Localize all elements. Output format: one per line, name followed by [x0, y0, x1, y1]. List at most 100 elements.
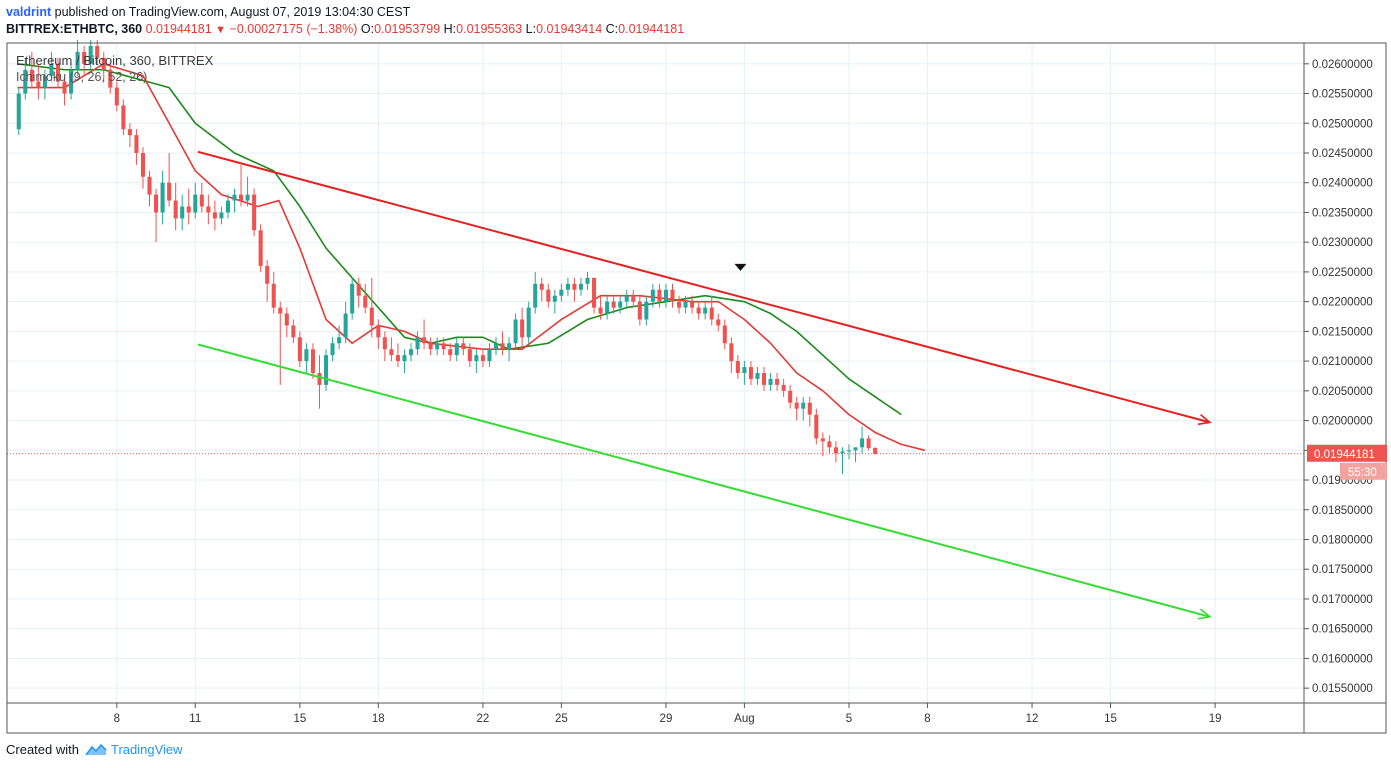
candle[interactable] — [304, 343, 309, 373]
candle[interactable] — [441, 337, 446, 356]
resistance-trendline[interactable] — [197, 150, 1212, 426]
candle[interactable] — [108, 63, 113, 94]
tradingview-brand[interactable]: TradingView — [110, 742, 183, 757]
candle[interactable] — [696, 301, 701, 320]
candle[interactable] — [768, 373, 773, 391]
time-axis[interactable]: 8 11 15 18 22 25 29 Aug 5 8 12 15 19 — [114, 703, 1222, 725]
candle[interactable] — [428, 337, 433, 356]
candle[interactable] — [677, 295, 682, 314]
candle[interactable] — [860, 426, 865, 454]
candle[interactable] — [755, 367, 760, 385]
candle[interactable] — [297, 331, 302, 368]
candle[interactable] — [232, 188, 237, 213]
candle[interactable] — [88, 40, 93, 70]
candle[interactable] — [539, 277, 544, 302]
candle[interactable] — [454, 337, 459, 362]
candle[interactable] — [323, 349, 329, 391]
candle[interactable] — [827, 435, 832, 454]
candle[interactable] — [278, 301, 283, 385]
candle[interactable] — [559, 283, 564, 302]
candle[interactable] — [101, 51, 106, 82]
candle[interactable] — [801, 396, 806, 421]
candle[interactable] — [121, 99, 126, 136]
candle[interactable] — [703, 301, 708, 320]
candlestick-series[interactable] — [16, 40, 878, 475]
candle[interactable] — [833, 441, 838, 463]
candle[interactable] — [317, 355, 322, 409]
candle[interactable] — [873, 447, 878, 455]
candle[interactable] — [487, 343, 492, 368]
candle[interactable] — [23, 57, 28, 100]
candle[interactable] — [415, 331, 420, 356]
candle[interactable] — [252, 188, 257, 237]
candle[interactable] — [55, 57, 61, 88]
candle[interactable] — [382, 331, 387, 362]
candle[interactable] — [520, 307, 525, 350]
candle[interactable] — [670, 283, 675, 308]
candle[interactable] — [722, 319, 727, 350]
candle[interactable] — [369, 277, 374, 338]
candle[interactable] — [618, 295, 623, 314]
candle[interactable] — [147, 170, 152, 207]
candle[interactable] — [781, 378, 786, 397]
candle[interactable] — [186, 188, 191, 225]
candle[interactable] — [742, 361, 747, 385]
candle[interactable] — [683, 295, 688, 314]
candle[interactable] — [500, 331, 505, 356]
candle[interactable] — [748, 361, 753, 385]
candle[interactable] — [265, 260, 270, 302]
candle[interactable] — [631, 289, 636, 308]
candle[interactable] — [598, 295, 603, 320]
candle[interactable] — [788, 384, 793, 409]
candle[interactable] — [709, 295, 714, 326]
candle[interactable] — [572, 277, 577, 302]
candle[interactable] — [814, 408, 819, 445]
candle[interactable] — [657, 283, 662, 308]
candle[interactable] — [729, 337, 734, 373]
candle[interactable] — [225, 194, 230, 219]
candle[interactable] — [592, 277, 597, 314]
candle[interactable] — [395, 343, 400, 368]
candle[interactable] — [75, 40, 80, 76]
candle[interactable] — [140, 147, 146, 189]
candle[interactable] — [493, 337, 499, 356]
candle[interactable] — [866, 435, 871, 451]
candle[interactable] — [193, 182, 198, 219]
candle[interactable] — [716, 313, 721, 332]
candle[interactable] — [637, 295, 642, 326]
candle[interactable] — [611, 295, 616, 314]
candle[interactable] — [507, 337, 512, 362]
candle[interactable] — [212, 200, 217, 231]
candle[interactable] — [448, 343, 453, 362]
candle[interactable] — [605, 295, 610, 320]
candle[interactable] — [258, 224, 263, 272]
candle[interactable] — [310, 343, 315, 379]
candle[interactable] — [330, 337, 335, 362]
candle[interactable] — [807, 396, 812, 427]
candle[interactable] — [154, 188, 159, 243]
candle[interactable] — [219, 206, 224, 225]
candle[interactable] — [180, 194, 185, 231]
candle[interactable] — [69, 63, 74, 100]
candle[interactable] — [206, 194, 211, 225]
candle[interactable] — [775, 373, 780, 391]
marker-triangle-icon[interactable] — [734, 263, 747, 271]
candle[interactable] — [245, 176, 250, 207]
candle[interactable] — [29, 51, 34, 88]
candle[interactable] — [761, 367, 767, 391]
candle[interactable] — [134, 129, 139, 165]
candle[interactable] — [343, 301, 348, 344]
candle[interactable] — [578, 277, 584, 296]
price-axis[interactable]: 0.02600000 0.02550000 0.02500000 0.02450000… — [1304, 59, 1387, 695]
candle[interactable] — [337, 325, 342, 350]
candle[interactable] — [82, 45, 87, 76]
candle[interactable] — [199, 182, 204, 213]
candle[interactable] — [735, 355, 740, 379]
candle[interactable] — [402, 349, 407, 373]
candle[interactable] — [389, 337, 394, 362]
candle[interactable] — [284, 307, 289, 338]
candle[interactable] — [853, 447, 858, 463]
candle[interactable] — [127, 123, 132, 148]
candle[interactable] — [350, 277, 355, 320]
candle[interactable] — [95, 40, 100, 64]
